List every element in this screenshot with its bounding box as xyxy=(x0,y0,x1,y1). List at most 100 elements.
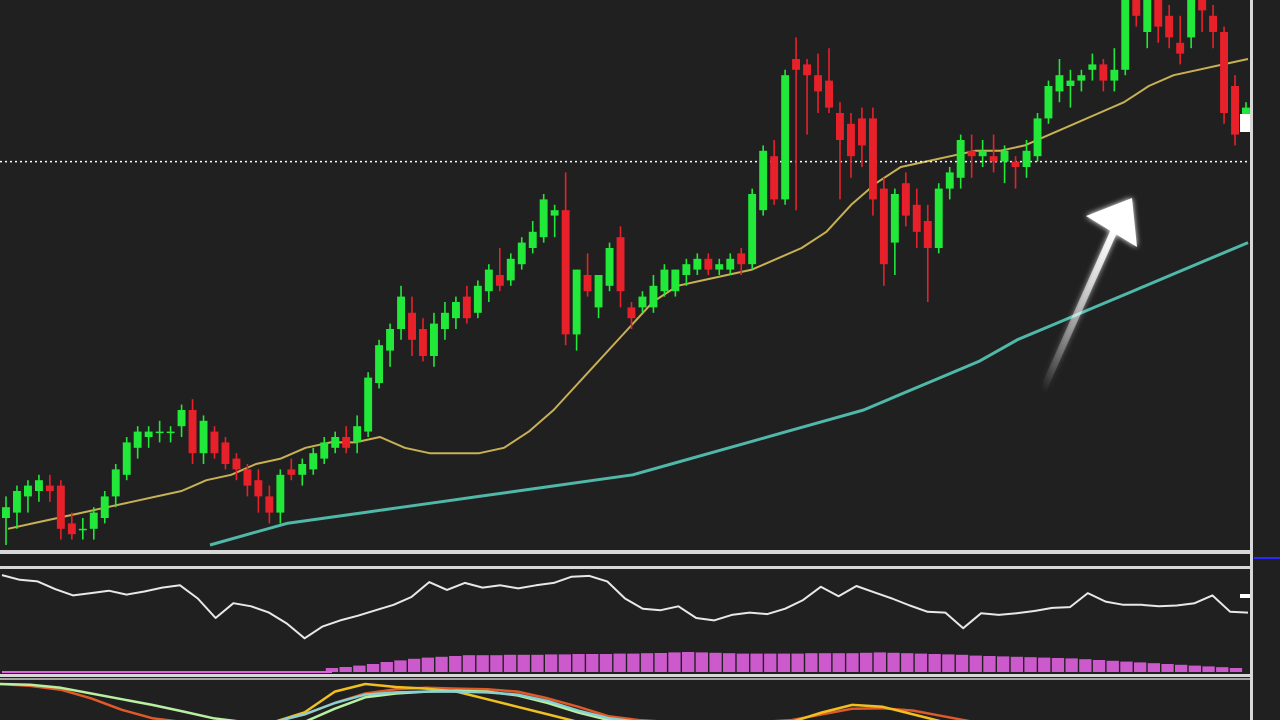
panel-separator xyxy=(0,566,1252,569)
lower-indicator-line-1 xyxy=(0,682,971,720)
bullish-candle xyxy=(539,199,548,238)
bearish-candle xyxy=(989,156,998,162)
bullish-candle xyxy=(35,480,43,491)
histogram-bar xyxy=(1051,658,1065,672)
histogram-bar xyxy=(723,653,736,672)
histogram-bar xyxy=(1175,664,1188,672)
bearish-candle xyxy=(1231,86,1239,135)
histogram-bar xyxy=(640,653,654,672)
histogram-bar xyxy=(901,653,914,672)
histogram-bar xyxy=(1202,666,1215,672)
bearish-candle xyxy=(1176,42,1185,54)
bullish-candle xyxy=(166,431,175,434)
histogram-bar xyxy=(1216,667,1229,672)
bullish-candle xyxy=(177,410,186,427)
histogram-bar xyxy=(1038,657,1051,672)
lower-indicator-line-3 xyxy=(0,682,628,720)
bullish-candle xyxy=(726,258,735,270)
histogram-bar xyxy=(517,654,530,672)
histogram-bar xyxy=(654,653,667,672)
bearish-candle xyxy=(462,296,471,319)
bullish-candle xyxy=(1055,75,1064,92)
bullish-candle xyxy=(517,242,526,265)
histogram-bar xyxy=(476,655,489,672)
panel-separator xyxy=(0,678,1252,680)
histogram-bar xyxy=(627,653,640,672)
bullish-candle xyxy=(649,285,658,308)
bullish-candle xyxy=(671,269,680,292)
bullish-candle xyxy=(397,296,405,329)
bearish-candle xyxy=(1154,0,1163,27)
bullish-candle xyxy=(133,431,142,448)
histogram-bar xyxy=(682,652,695,672)
price-panel xyxy=(0,0,1250,547)
bullish-candle xyxy=(748,194,757,265)
bullish-candle xyxy=(890,194,899,243)
bullish-candle xyxy=(660,269,669,292)
bullish-candle xyxy=(375,345,383,383)
bearish-candle xyxy=(232,458,241,470)
histogram-bar xyxy=(832,653,845,672)
histogram-bar xyxy=(997,656,1010,672)
bullish-candle xyxy=(956,140,965,178)
bearish-candle xyxy=(770,156,779,200)
bullish-candle xyxy=(155,431,164,434)
bullish-candle xyxy=(572,269,581,335)
bullish-candle xyxy=(1110,69,1119,81)
histogram-bar xyxy=(572,654,585,672)
bullish-candle xyxy=(309,453,318,470)
histogram-bar xyxy=(462,655,476,672)
bearish-candle xyxy=(836,113,844,140)
bearish-candle xyxy=(1165,15,1174,38)
histogram-bar xyxy=(339,667,352,672)
bearish-candle xyxy=(814,75,822,92)
histogram-bar xyxy=(805,653,818,672)
bullish-candle xyxy=(638,296,647,308)
bullish-candle xyxy=(331,437,340,448)
bullish-candle xyxy=(1000,150,1009,162)
bullish-candle xyxy=(276,474,285,513)
histogram-bar xyxy=(914,653,928,672)
bullish-candle xyxy=(320,442,329,459)
bearish-candle xyxy=(901,183,910,216)
histogram-bar xyxy=(1010,656,1023,672)
bearish-candle xyxy=(1132,0,1141,16)
bullish-candle xyxy=(1022,150,1031,167)
histogram-bar xyxy=(709,652,722,672)
bearish-candle xyxy=(495,275,504,286)
bearish-candle xyxy=(254,480,263,497)
histogram-bar xyxy=(969,655,982,672)
bullish-candle xyxy=(441,312,449,329)
bearish-candle xyxy=(627,307,636,319)
histogram-bar xyxy=(764,653,777,672)
histogram-bar xyxy=(695,652,708,672)
histogram-bar xyxy=(1147,663,1160,672)
panel-separator xyxy=(0,550,1252,554)
bullish-candle xyxy=(693,258,702,270)
histogram-bar xyxy=(1092,660,1106,672)
bearish-candle xyxy=(847,123,855,157)
histogram-bar xyxy=(435,656,448,672)
bullish-candle xyxy=(594,275,603,308)
bullish-candle xyxy=(781,75,790,200)
bearish-candle xyxy=(45,485,54,491)
histogram-bar xyxy=(1188,665,1201,672)
bullish-candle xyxy=(1066,80,1075,86)
price-marker xyxy=(1240,114,1250,132)
histogram-bar xyxy=(325,668,339,672)
bullish-candle xyxy=(1088,64,1097,70)
bearish-candle xyxy=(342,437,351,448)
bullish-candle xyxy=(199,420,208,454)
histogram-bar xyxy=(860,652,873,672)
bullish-candle xyxy=(934,188,943,248)
bullish-candle xyxy=(528,231,537,248)
bearish-candle xyxy=(583,275,592,292)
histogram-bar xyxy=(421,657,434,672)
bearish-candle xyxy=(869,118,877,200)
bullish-candle xyxy=(1033,118,1042,157)
bearish-candle xyxy=(1209,15,1217,33)
bullish-candle xyxy=(484,269,493,292)
histogram-bar xyxy=(503,654,517,672)
histogram-bar xyxy=(955,654,969,672)
histogram-bar xyxy=(1079,659,1092,672)
